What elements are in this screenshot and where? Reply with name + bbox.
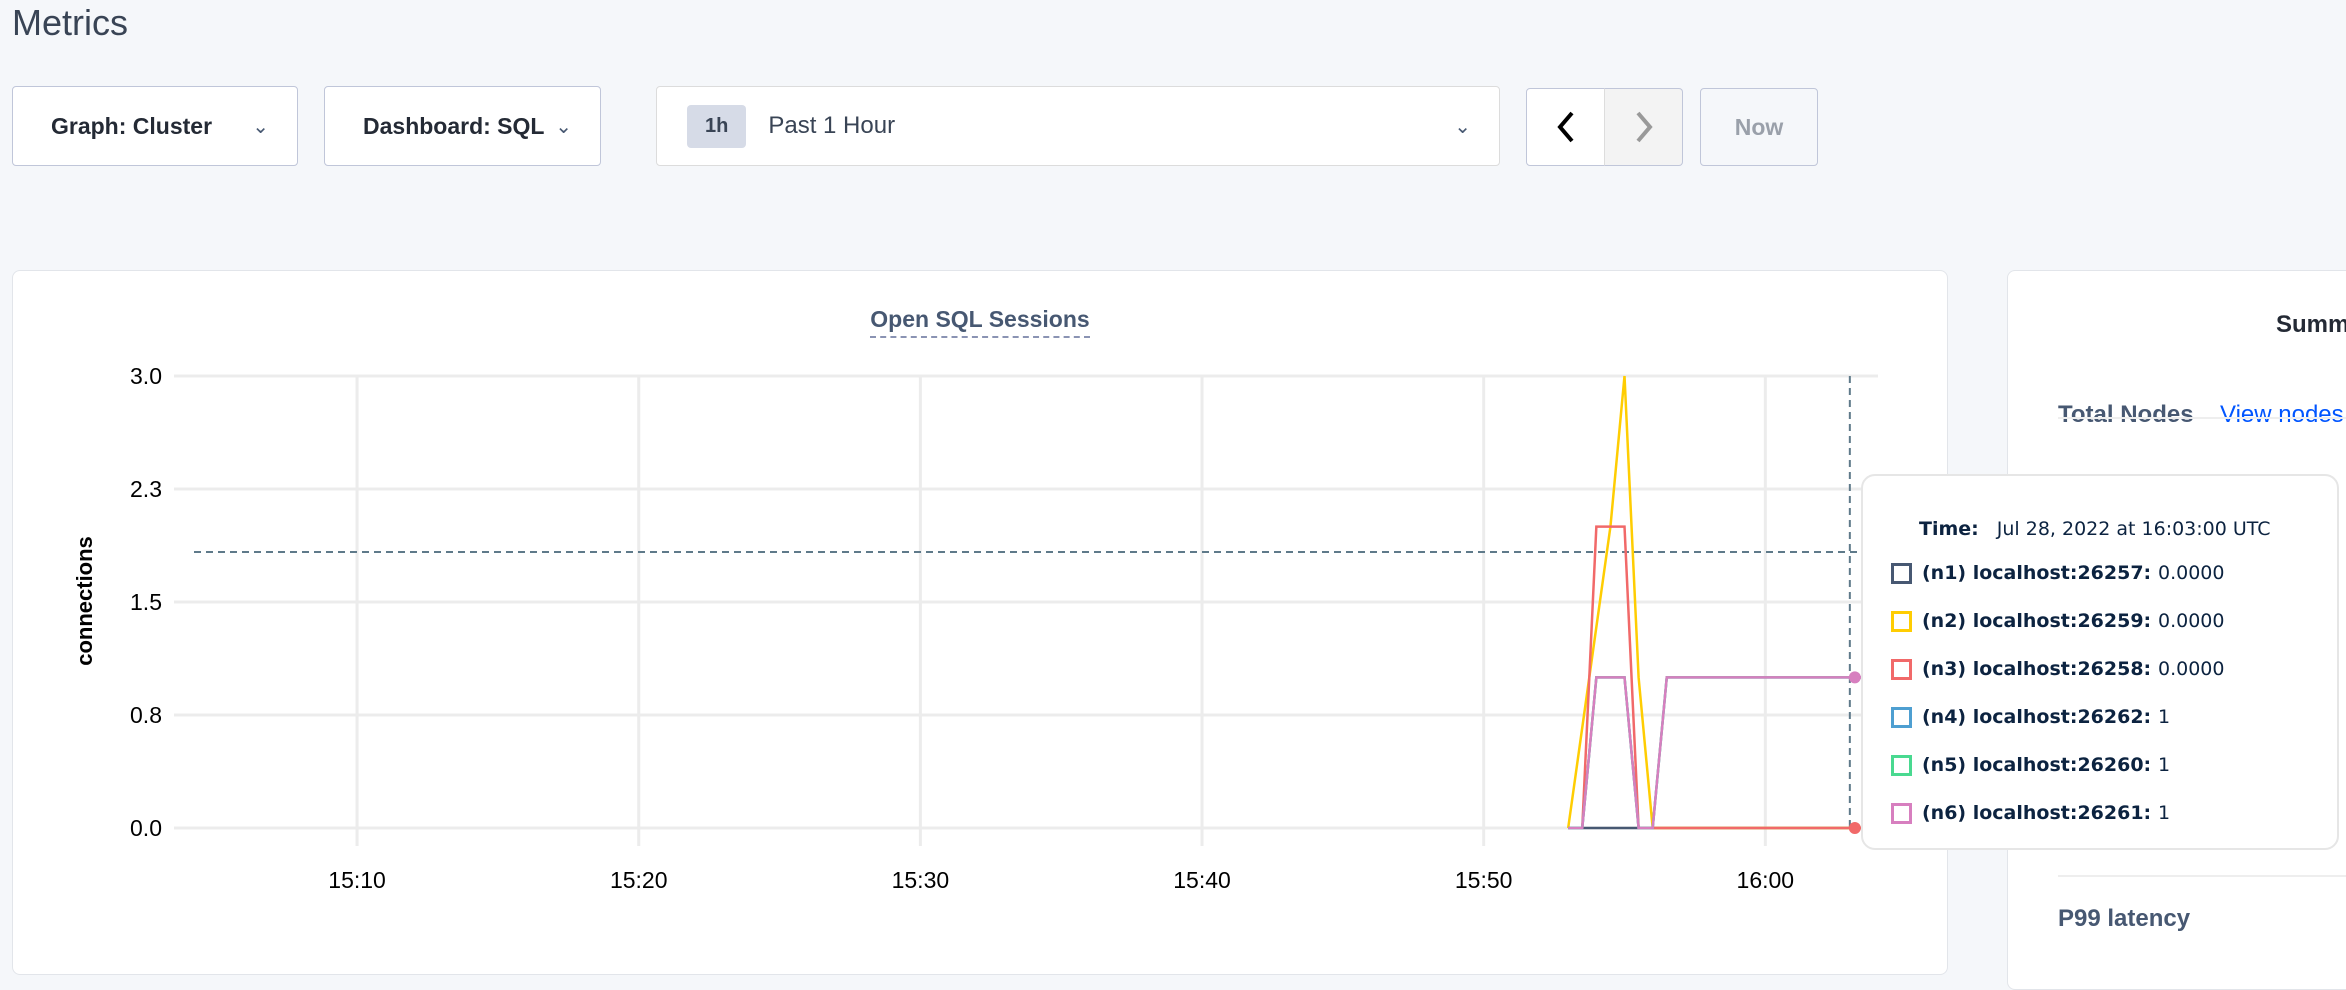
tooltip-series-name: (n6) localhost:26261: bbox=[1922, 802, 2152, 824]
tooltip-row: (n2) localhost:26259: 0.0000 bbox=[1891, 610, 2224, 632]
y-tick-label: 1.5 bbox=[130, 589, 162, 615]
series-line-n5 bbox=[1568, 676, 1878, 830]
y-tick-label: 3.0 bbox=[130, 363, 162, 389]
tooltip-series-value: 0.0000 bbox=[2158, 610, 2225, 632]
time-range-badge: 1h bbox=[687, 104, 747, 148]
series-line-n3 bbox=[1581, 525, 1878, 830]
tooltip-row: (n4) localhost:26262: 1 bbox=[1891, 706, 2170, 728]
chevron-left-icon bbox=[1556, 111, 1574, 143]
chart-tooltip: Time: Jul 28, 2022 at 16:03:00 UTC (n1) l… bbox=[1861, 474, 2339, 850]
chevron-down-icon: ⌄ bbox=[252, 115, 269, 138]
graph-dropdown-label: Graph: Cluster bbox=[51, 112, 213, 139]
tooltip-time-value: Jul 28, 2022 at 16:03:00 UTC bbox=[1996, 518, 2271, 540]
tooltip-row: (n1) localhost:26257: 0.0000 bbox=[1891, 562, 2224, 584]
tooltip-series-value: 1 bbox=[2158, 754, 2171, 776]
tooltip-series-value: 1 bbox=[2158, 802, 2171, 824]
y-axis-label: connections bbox=[72, 536, 97, 666]
series-swatch-icon bbox=[1891, 610, 1912, 632]
y-tick-label: 0.8 bbox=[130, 702, 162, 728]
summary-title: Summ bbox=[2276, 311, 2346, 338]
now-button-label: Now bbox=[1734, 113, 1784, 140]
series-swatch-icon bbox=[1891, 802, 1912, 824]
next-time-button[interactable] bbox=[1604, 88, 1683, 166]
y-tick-label: 0.0 bbox=[130, 815, 162, 841]
x-tick-label: 15:10 bbox=[328, 867, 386, 893]
tooltip-row: (n3) localhost:26258: 0.0000 bbox=[1891, 658, 2224, 680]
tooltip-series-name: (n1) localhost:26257: bbox=[1922, 562, 2152, 584]
series-swatch-icon bbox=[1891, 706, 1912, 728]
series-line-n6 bbox=[1568, 676, 1878, 830]
chart-title-text[interactable]: Open SQL Sessions bbox=[870, 306, 1090, 338]
series-swatch-icon bbox=[1891, 562, 1912, 584]
chevron-down-icon: ⌄ bbox=[555, 115, 572, 138]
divider bbox=[2058, 875, 2346, 877]
tooltip-series-value: 0.0000 bbox=[2158, 658, 2225, 680]
tooltip-series-name: (n4) localhost:26262: bbox=[1922, 706, 2152, 728]
x-tick-label: 15:20 bbox=[610, 867, 668, 893]
hover-point bbox=[1848, 671, 1861, 684]
tooltip-series-name: (n2) localhost:26259: bbox=[1922, 610, 2152, 632]
y-tick-label: 2.3 bbox=[130, 476, 162, 502]
x-tick-label: 15:40 bbox=[1173, 867, 1231, 893]
x-tick-label: 15:50 bbox=[1455, 867, 1513, 893]
view-nodes-link[interactable]: View nodes bbox=[2220, 401, 2344, 428]
series-line-n4 bbox=[1568, 676, 1878, 830]
series-swatch-icon bbox=[1891, 658, 1912, 680]
tooltip-series-value: 0.0000 bbox=[2158, 562, 2225, 584]
x-tick-label: 15:30 bbox=[892, 867, 950, 893]
tooltip-series-name: (n5) localhost:26260: bbox=[1922, 754, 2152, 776]
hover-point bbox=[1848, 822, 1861, 834]
time-range-label: Past 1 Hour bbox=[768, 112, 896, 139]
dashboard-dropdown[interactable]: Dashboard: SQL ⌄ bbox=[324, 86, 601, 166]
tooltip-row: (n5) localhost:26260: 1 bbox=[1891, 754, 2170, 776]
total-nodes-label: Total Nodes bbox=[2058, 401, 2194, 428]
now-button[interactable]: Now bbox=[1700, 88, 1818, 166]
series-swatch-icon bbox=[1891, 754, 1912, 776]
dashboard-dropdown-label: Dashboard: SQL bbox=[363, 112, 545, 139]
p99-latency-label: P99 latency bbox=[2058, 905, 2191, 932]
previous-time-button[interactable] bbox=[1526, 88, 1605, 166]
tooltip-row: (n6) localhost:26261: 1 bbox=[1891, 802, 2170, 824]
tooltip-series-value: 1 bbox=[2158, 706, 2171, 728]
graph-dropdown[interactable]: Graph: Cluster ⌄ bbox=[12, 86, 298, 166]
time-range-dropdown[interactable]: 1h Past 1 Hour ⌄ bbox=[656, 86, 1500, 166]
chevron-right-icon bbox=[1635, 111, 1653, 143]
chevron-down-icon: ⌄ bbox=[1454, 115, 1471, 138]
x-tick-label: 16:00 bbox=[1737, 867, 1795, 893]
chart-title: Open SQL Sessions bbox=[12, 306, 1948, 338]
tooltip-series-name: (n3) localhost:26258: bbox=[1922, 658, 2152, 680]
page-title: Metrics bbox=[12, 2, 128, 43]
tooltip-time-label: Time: bbox=[1919, 518, 1979, 540]
divider bbox=[2058, 417, 2346, 419]
